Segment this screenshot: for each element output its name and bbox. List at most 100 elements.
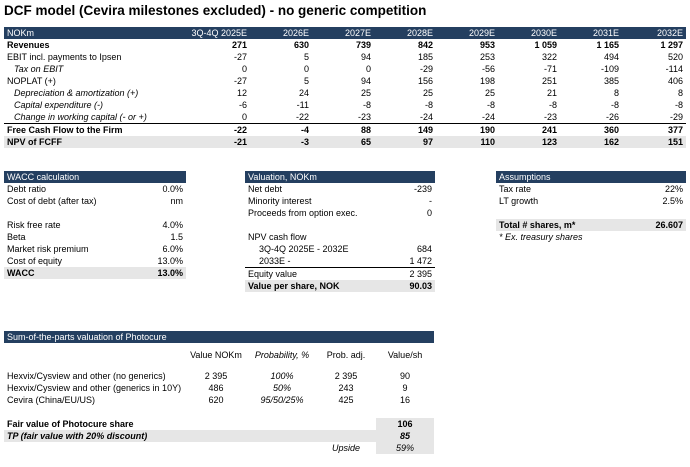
sotp-row: Hexvix/Cysview and other (generics in 10…	[4, 382, 434, 394]
dcf-header-col: 2027E	[312, 27, 374, 39]
valuation-row: Net debt -239	[245, 183, 435, 195]
row-label: Capital expenditure (-)	[14, 100, 104, 110]
upside-value: 59%	[376, 442, 435, 454]
cell: 50%	[272, 383, 291, 393]
row-label: Value per share, NOK	[245, 280, 385, 292]
row-label: 3Q-4Q 2025E - 2032E	[259, 244, 349, 254]
cell: 953	[479, 40, 495, 50]
dcf-header-col: 2028E	[374, 27, 436, 39]
cell: 251	[541, 76, 557, 86]
cell: 25	[484, 88, 495, 98]
wacc-row: Debt ratio 0.0%	[4, 183, 186, 195]
cell: -239	[413, 184, 432, 194]
cell: 520	[667, 52, 683, 62]
dcf-row-working-capital: Change in working capital (- or +) 0 -22…	[4, 111, 686, 124]
cell: 425	[338, 395, 354, 405]
tp-value: 85	[376, 430, 435, 442]
cell: 162	[560, 136, 622, 148]
row-label: Depreciation & amortization (+)	[14, 88, 139, 98]
cell: 22%	[664, 184, 683, 194]
row-label: Free Cash Flow to the Firm	[4, 123, 184, 136]
cell: 842	[417, 40, 433, 50]
cell: 90	[400, 371, 411, 381]
cell: 2.5%	[662, 196, 683, 206]
cell: 684	[416, 244, 432, 254]
cell: 149	[374, 123, 436, 136]
cell: -29	[419, 64, 433, 74]
fair-value-label: Fair value of Photocure share	[7, 419, 134, 429]
dcf-row-npv: NPV of FCFF -21 -3 65 97 110 123 162 151	[4, 136, 686, 148]
row-label: Total # shares, m*	[496, 219, 626, 231]
cell: -71	[543, 64, 557, 74]
cell	[626, 207, 686, 219]
wacc-row: Beta 1.5	[4, 231, 186, 243]
dcf-header-label: NOKm	[4, 27, 184, 39]
cell: 198	[479, 76, 495, 86]
row-label: Hexvix/Cysview and other (no generics)	[7, 371, 166, 381]
row-label: Beta	[7, 232, 26, 242]
cell: 65	[312, 136, 374, 148]
cell: -109	[600, 64, 619, 74]
cell: 739	[355, 40, 371, 50]
cell: -11	[296, 100, 309, 110]
col-header	[4, 349, 184, 361]
cell: 24	[298, 88, 309, 98]
dcf-header-col: 3Q-4Q 2025E	[184, 27, 250, 39]
cell: 156	[417, 76, 433, 86]
dcf-row-depreciation: Depreciation & amortization (+) 12 24 25…	[4, 87, 686, 99]
cell: 4.0%	[162, 220, 184, 230]
cell: 88	[312, 123, 374, 136]
row-label: NPV cash flow	[248, 232, 307, 242]
cell: 110	[436, 136, 498, 148]
cell: 0	[365, 64, 371, 74]
row-label: NOPLAT (+)	[7, 76, 56, 86]
cell: 620	[208, 395, 224, 405]
cell: 94	[360, 76, 371, 86]
cell: 1 059	[534, 40, 557, 50]
dcf-header-col: 2032E	[622, 27, 686, 39]
row-label: 2033E -	[259, 256, 291, 266]
cell	[136, 207, 186, 219]
sotp-spacer	[4, 361, 434, 370]
cell: -3	[250, 136, 312, 148]
cell: -114	[665, 64, 683, 74]
cell: 1 472	[409, 256, 432, 266]
cell: 95/50/25%	[260, 395, 304, 405]
cell: 241	[498, 123, 560, 136]
row-label: Change in working capital (- or +)	[14, 112, 147, 122]
cell: 13.0%	[136, 267, 187, 279]
cell: -8	[362, 100, 371, 110]
wacc-row-total: WACC 13.0%	[4, 267, 187, 279]
row-label	[245, 219, 385, 231]
cell: -27	[233, 76, 247, 86]
cell: -6	[238, 100, 247, 110]
cell: 190	[436, 123, 498, 136]
cell: 12	[236, 88, 247, 98]
fair-value: 106	[376, 418, 435, 430]
cell: 1 297	[660, 40, 683, 50]
row-label: Tax rate	[499, 184, 532, 194]
cell: 1 165	[596, 40, 619, 50]
row-label: Proceeds from option exec.	[248, 208, 358, 218]
row-label: WACC	[4, 267, 136, 279]
cell: 271	[231, 40, 247, 50]
row-label: LT growth	[499, 196, 539, 206]
dcf-row-fcff: Free Cash Flow to the Firm -22 -4 88 149…	[4, 123, 686, 136]
row-label: Cost of debt (after tax)	[7, 196, 97, 206]
valuation-table: Valuation, NOKm Net debt -239 Minority i…	[245, 171, 435, 292]
cell: -23	[357, 112, 371, 122]
cell	[385, 231, 435, 243]
dcf-header-col: 2030E	[498, 27, 560, 39]
sotp-header-row: Sum-of-the-parts valuation of Photocure	[4, 331, 435, 343]
valuation-row: NPV cash flow	[245, 231, 435, 243]
col-header: Probability, %	[254, 350, 310, 360]
sotp-row: Hexvix/Cysview and other (no generics) 2…	[4, 370, 434, 382]
cell: 5	[303, 76, 309, 86]
dcf-row-ebit: EBIT incl. payments to Ipsen -27 5 94 18…	[4, 51, 686, 63]
cell: 94	[360, 52, 371, 62]
cell: 2 395	[385, 267, 435, 280]
cell: 25	[422, 88, 433, 98]
cell: 0.0%	[162, 184, 184, 194]
cell: 8	[613, 88, 619, 98]
wacc-row: Risk free rate 4.0%	[4, 219, 186, 231]
